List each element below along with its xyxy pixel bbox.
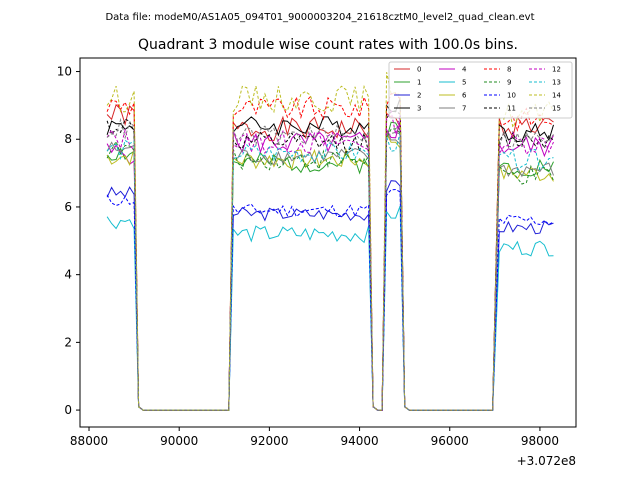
x-tick-label: 90000 [160,434,198,448]
plot-lines [106,72,554,411]
series-line-0 [106,103,554,411]
x-axis: 88000 90000 92000 94000 96000 98000 [70,427,559,448]
legend-box [388,61,573,119]
y-tick-label: 0 [64,403,72,417]
series-line-12 [106,109,554,411]
x-offset-label: +3.072e8 [517,454,576,468]
legend-label-4: 4 [462,66,467,74]
legend-label-8: 8 [507,66,511,74]
series-line-4 [106,121,554,411]
legend-label-0: 0 [417,66,421,74]
series-line-11 [106,110,554,411]
legend-label-13: 13 [552,79,561,87]
legend-label-12: 12 [552,66,561,74]
series-line-9 [106,128,554,411]
y-axis: 0 2 4 6 8 10 [57,65,80,417]
series-line-1 [106,121,554,411]
legend-label-14: 14 [552,92,561,100]
y-tick-label: 6 [64,200,72,214]
legend-label-6: 6 [462,92,467,100]
x-tick-label: 92000 [250,434,288,448]
x-tick-label: 98000 [521,434,559,448]
y-tick-label: 2 [64,335,72,349]
legend-label-2: 2 [417,92,421,100]
x-tick-label: 88000 [70,434,108,448]
series-line-6 [106,133,554,411]
legend-label-5: 5 [462,79,466,87]
plot-frame [79,57,577,428]
y-tick-label: 4 [64,268,72,282]
y-tick-label: 8 [64,132,72,146]
legend-label-1: 1 [417,79,421,87]
legend-label-9: 9 [507,79,511,87]
series-line-13 [106,132,554,411]
data-file-label: Data file: modeM0/AS1A05_094T01_90000032… [105,12,534,23]
legend-label-3: 3 [417,105,421,113]
series-line-7 [106,130,554,411]
legend-label-7: 7 [462,105,466,113]
series-line-2 [106,180,554,411]
x-tick-label: 96000 [431,434,469,448]
series-line-15 [106,117,554,411]
series-line-5 [106,205,554,411]
series-line-10 [106,188,554,411]
legend-label-10: 10 [507,92,516,100]
y-tick-label: 10 [57,65,72,79]
legend-label-15: 15 [552,105,561,113]
legend-label-11: 11 [507,105,516,113]
x-tick-label: 94000 [340,434,378,448]
series-line-14 [106,72,554,411]
chart-title: Quadrant 3 module wise count rates with … [138,37,518,53]
